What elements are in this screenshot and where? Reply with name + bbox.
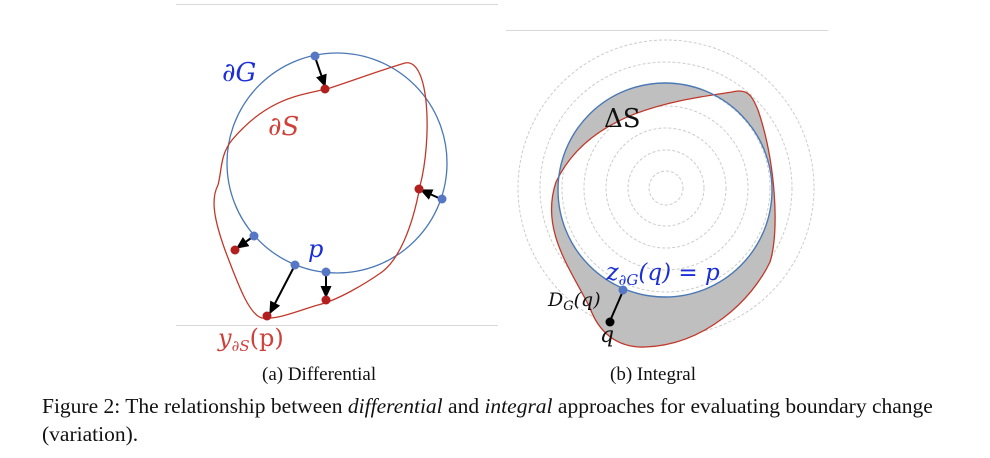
distance-segment [609, 290, 624, 322]
boundary-point-blue [310, 51, 320, 61]
label-D-sub: G [563, 299, 573, 314]
caption-suffix: approaches for evaluating boundary chang… [42, 394, 933, 446]
label-q: q [600, 323, 614, 348]
subcaption-differential: (a) Differential [262, 364, 377, 385]
caption-term-differential: differential [347, 394, 443, 418]
boundary-point-blue [437, 194, 447, 204]
subcaption-integral: (b) Integral [610, 364, 696, 385]
boundary-dG-circle [226, 52, 448, 274]
figure-canvas: ∂G ∂S p y∂S(p) ΔS z∂G(q) = p [213, 39, 815, 355]
figure-caption: Figure 2: The relationship between diffe… [42, 392, 972, 448]
boundary-point-red [262, 311, 272, 321]
label-deltaS: ΔS [604, 104, 641, 134]
panel-differential: ∂G ∂S p y∂S(p) [213, 51, 448, 355]
boundary-dG-circle-b [557, 82, 773, 298]
label-dS: ∂S [268, 112, 299, 142]
projection-point-p [618, 285, 628, 295]
boundary-point-blue [321, 267, 331, 277]
label-z-sub: ∂G [619, 271, 639, 289]
bottom-rule-left [176, 325, 498, 326]
boundary-point-red [321, 295, 331, 305]
boundary-point-red [414, 184, 424, 194]
boundary-point-blue [290, 260, 300, 270]
label-y-sub: ∂S [232, 337, 250, 355]
label-D-main: D [547, 289, 563, 311]
caption-middle: and [442, 394, 485, 418]
displacement-arrow [314, 56, 327, 88]
label-z-dG-q: z∂G(q) = p [605, 258, 720, 289]
displacement-arrow [269, 264, 296, 315]
label-y-arg: (p) [250, 324, 284, 352]
boundary-point-blue [249, 231, 259, 241]
panel-integral: ΔS z∂G(q) = p DG(q) q [517, 39, 815, 348]
caption-prefix: Figure 2: The relationship between [42, 394, 348, 418]
delta-S-region [551, 83, 776, 348]
label-D-G-q: DG(q) [547, 289, 601, 314]
boundary-point-red [320, 84, 330, 94]
label-z-rest: (q) = p [638, 260, 720, 286]
label-dG: ∂G [222, 58, 256, 88]
label-D-arg: (q) [574, 289, 601, 311]
boundary-point-red [230, 245, 240, 255]
caption-term-integral: integral [484, 394, 553, 418]
boundary-dS-curve [213, 62, 428, 319]
label-y-dS-p: y∂S(p) [217, 324, 284, 355]
label-y-main: y [217, 324, 232, 352]
displacement-arrow [419, 189, 442, 200]
boundary-dS-curve-b [550, 90, 776, 348]
query-point-q [605, 317, 615, 327]
label-p: p [308, 235, 323, 263]
top-rule-right [506, 30, 828, 31]
top-rule-left [176, 4, 498, 5]
label-z-main: z [605, 258, 619, 286]
